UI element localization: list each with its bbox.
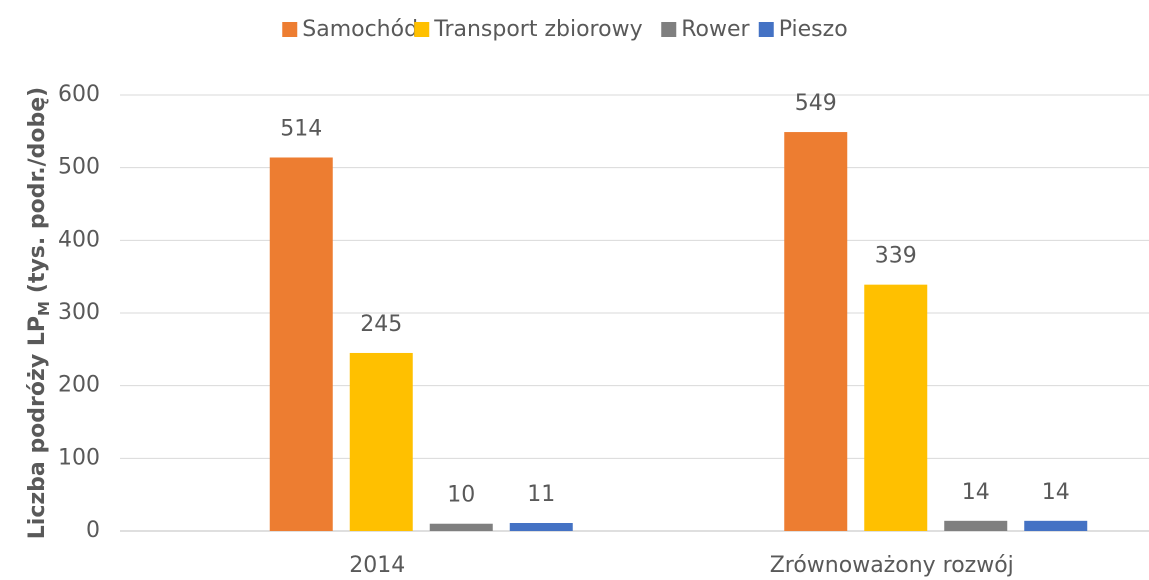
data-label: 245 bbox=[360, 312, 402, 337]
data-label: 11 bbox=[527, 482, 555, 507]
data-label: 10 bbox=[447, 483, 475, 508]
data-label: 549 bbox=[795, 91, 837, 116]
bar bbox=[349, 352, 413, 531]
x-tick-label: Zrównoważony rozwój bbox=[770, 553, 1014, 578]
bar bbox=[944, 520, 1008, 531]
x-tick-label: 2014 bbox=[349, 553, 405, 578]
y-axis-label-main: Liczba podróży LP bbox=[25, 316, 50, 539]
bar bbox=[429, 523, 493, 531]
bar bbox=[509, 523, 573, 531]
y-tick-label: 500 bbox=[58, 155, 100, 180]
y-tick-label: 200 bbox=[58, 373, 100, 398]
bar bbox=[864, 284, 928, 531]
legend-label: Rower bbox=[681, 17, 750, 42]
legend-label: Transport zbiorowy bbox=[433, 17, 642, 42]
bar bbox=[269, 157, 333, 531]
y-axis-label-rest: (tys. podr./dobę) bbox=[25, 87, 50, 293]
bar bbox=[784, 132, 848, 531]
y-tick-label: 100 bbox=[58, 445, 100, 470]
y-tick-label: 600 bbox=[58, 82, 100, 107]
legend-label: Samochód bbox=[302, 17, 418, 42]
y-tick-label: 0 bbox=[86, 518, 100, 543]
legend-swatch bbox=[282, 22, 298, 37]
data-label: 14 bbox=[962, 480, 990, 505]
legend-swatch bbox=[661, 22, 677, 37]
legend-swatch bbox=[414, 22, 430, 37]
y-axis-label: Liczba podróży LPM (tys. podr./dobę) bbox=[25, 87, 53, 539]
legend-label: Pieszo bbox=[779, 17, 848, 42]
y-tick-label: 300 bbox=[58, 300, 100, 325]
legend-swatch bbox=[758, 22, 774, 37]
data-label: 14 bbox=[1042, 480, 1070, 505]
data-label: 339 bbox=[875, 244, 917, 269]
y-tick-label: 400 bbox=[58, 227, 100, 252]
bar bbox=[1024, 520, 1088, 531]
y-axis-label-sub: M bbox=[35, 301, 53, 316]
data-label: 514 bbox=[280, 116, 322, 141]
